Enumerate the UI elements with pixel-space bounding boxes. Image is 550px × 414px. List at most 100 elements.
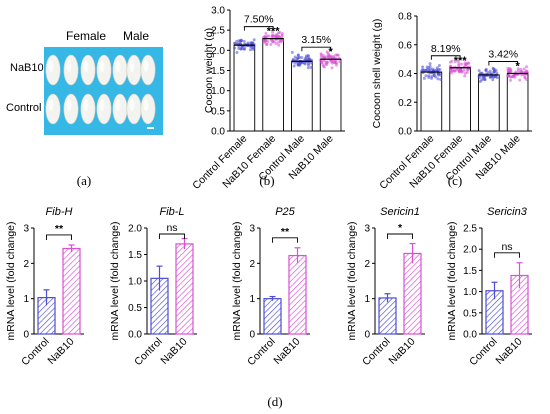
comparison-bracket: [430, 55, 461, 60]
cocoon-highlight-control-1: [48, 99, 54, 111]
y-tick-label: 0: [249, 330, 255, 341]
cocoon-nab10-5: [112, 54, 128, 86]
cocoon-highlight-control-6: [129, 99, 135, 111]
data-point-nab10-female: [463, 71, 467, 75]
cocoon-highlight-control-7: [143, 99, 149, 111]
data-point-nab10-female: [453, 60, 457, 64]
data-point-nab10-female: [269, 42, 273, 46]
x-tick-label-nab10: NaB10: [386, 336, 417, 367]
x-tick-label-nab10: NaB10: [271, 336, 302, 367]
significance-marker: *: [328, 46, 333, 58]
chart-panel-d1: 0 1 2 3 mRNA level (fold change) Fib-H Control…: [5, 206, 84, 368]
x-tick-label-control: Control: [132, 336, 164, 368]
data-point-control-female: [439, 77, 443, 81]
data-point-nab10-male: [506, 66, 510, 70]
data-point-control-female: [422, 76, 426, 80]
data-point-control-female: [251, 41, 255, 45]
data-point-nab10-female: [266, 39, 270, 43]
y-axis-label: mRNA level (fold change): [446, 221, 458, 340]
y-tick-label: 0.5: [128, 303, 142, 314]
significance-bracket: [46, 234, 72, 240]
chart-title-sericin3: Sericin3: [487, 206, 528, 218]
data-point-nab10-female: [457, 70, 461, 74]
bar-nab10-male: [319, 58, 342, 132]
data-point-control-female: [252, 38, 256, 42]
y-tick-label: 3: [249, 224, 255, 235]
data-point-nab10-male: [338, 60, 342, 64]
data-point-nab10-female: [463, 58, 467, 62]
data-point-control-female: [430, 74, 434, 78]
data-point-control-female: [233, 41, 237, 45]
y-tick-label: 0.6: [398, 40, 412, 51]
y-tick-label: 0: [23, 330, 29, 341]
data-point-control-female: [428, 62, 432, 66]
data-point-nab10-male: [330, 66, 334, 70]
chart-title-sericin1: Sericin1: [380, 206, 420, 218]
bar-control: [263, 298, 282, 335]
data-point-control-male: [290, 50, 294, 54]
data-point-nab10-male: [322, 65, 326, 69]
cocoon-control-4: [96, 93, 112, 125]
cocoon-highlight-nab10-4: [99, 60, 105, 72]
cocoon-highlight-control-3: [83, 99, 89, 111]
bar-nab10: [403, 252, 422, 335]
cocoon-highlight-control-4: [99, 99, 105, 111]
data-point-control-male: [488, 69, 492, 73]
y-axis-label: mRNA level (fold change): [5, 221, 17, 340]
data-point-nab10-male: [520, 73, 524, 77]
data-point-control-female: [238, 40, 242, 44]
comparison-bracket: [301, 46, 332, 52]
y-tick-label: 2: [364, 259, 370, 270]
cocoon-nab10-6: [126, 54, 142, 86]
comparison-percent-label: 7.50%: [244, 14, 274, 26]
y-tick-label: 1.0: [128, 277, 142, 288]
data-point-nab10-male: [525, 65, 529, 69]
y-tick-label: 1.5: [128, 250, 142, 261]
y-tick-label: 1: [364, 294, 370, 305]
data-point-nab10-male: [320, 60, 324, 64]
cocoon-nab10-3: [80, 54, 96, 86]
y-tick-label: 0.4: [398, 69, 412, 80]
y-tick-label: 0.2: [398, 98, 412, 109]
cocoon-control-6: [126, 93, 142, 125]
data-point-nab10-female: [462, 68, 466, 72]
data-point-nab10-female: [265, 42, 269, 46]
comparison-percent-label: 3.15%: [301, 34, 331, 46]
data-point-control-male: [295, 57, 299, 61]
y-tick-label: 0.5: [211, 106, 225, 117]
data-point-control-female: [437, 63, 441, 67]
scale-bar: [147, 127, 154, 129]
data-point-control-male: [305, 58, 309, 62]
data-point-control-male: [306, 66, 310, 70]
cocoon-nab10-2: [63, 54, 79, 86]
data-point-control-male: [481, 74, 485, 78]
data-point-control-male: [478, 79, 482, 83]
chart-title-fib-h: Fib-H: [46, 206, 73, 218]
cocoon-highlight-nab10-3: [83, 60, 89, 72]
data-point-control-female: [427, 66, 431, 70]
bar-nab10: [175, 243, 194, 335]
cocoon-control-2: [63, 93, 79, 125]
y-tick-label: 2: [249, 259, 255, 270]
chart-panel-d4: 0 1 2 3 mRNA level (fold change) Sericin1 Cont…: [346, 206, 425, 368]
cocoon-highlight-control-5: [115, 99, 121, 111]
bar-control-female: [420, 71, 443, 132]
x-tick-label-nab10: NaB10: [45, 336, 76, 367]
y-tick-label: 0.0: [211, 127, 225, 138]
significance-marker: ***: [454, 55, 468, 67]
y-tick-label: 2.5: [211, 26, 225, 37]
y-tick-label: 0: [364, 330, 370, 341]
data-point-nab10-male: [509, 75, 513, 79]
y-tick-label: 1: [23, 294, 29, 305]
data-point-control-female: [242, 39, 246, 43]
significance-bracket: [387, 233, 413, 239]
data-point-nab10-male: [327, 53, 331, 57]
y-tick-label: 2.0: [463, 245, 477, 256]
data-point-nab10-female: [279, 39, 283, 43]
data-point-control-male: [479, 71, 483, 75]
data-point-nab10-female: [270, 34, 274, 38]
data-point-nab10-male: [334, 61, 338, 65]
y-axis-label: mRNA level (fold change): [231, 221, 243, 340]
y-tick-label: 1.0: [211, 86, 225, 97]
